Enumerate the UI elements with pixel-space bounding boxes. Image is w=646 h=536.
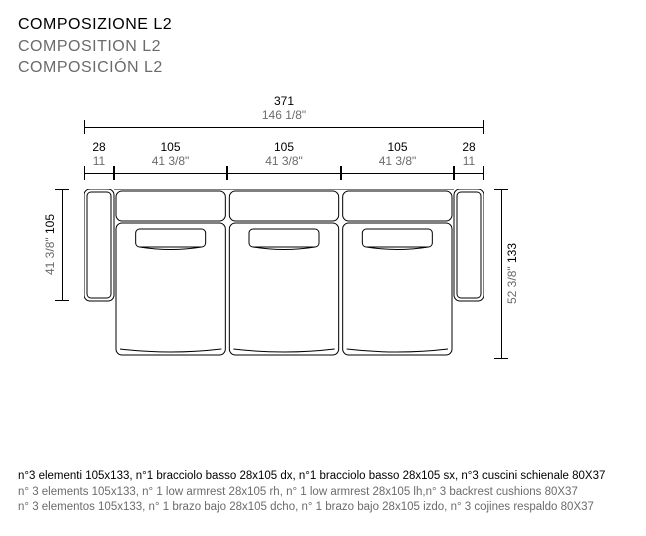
dim-line [227, 168, 341, 178]
dim-line [341, 168, 454, 178]
dim-line [114, 168, 227, 178]
dim-line [84, 122, 484, 132]
dim-seg-cm: 105 [160, 141, 180, 155]
dim-line [454, 168, 484, 178]
dim-segment: 2811 [454, 141, 484, 179]
diagram: 371 146 1/8" 281110541 3/8"10541 3/8"105… [48, 95, 608, 395]
dim-seg-in: 41 3/8" [265, 155, 303, 169]
dim-segment: 2811 [84, 141, 114, 179]
dim-seg-cm: 105 [274, 141, 294, 155]
title-it: COMPOSIZIONE L2 [18, 14, 628, 36]
dim-segment: 10541 3/8" [227, 141, 341, 179]
desc-it: n°3 elementi 105x133, n°1 bracciolo bass… [18, 469, 618, 485]
dim-seg-in: 41 3/8" [152, 155, 190, 169]
dim-seg-cm: 105 [387, 141, 407, 155]
dim-left-in: 41 3/8" [43, 238, 57, 276]
dim-overall-in: 146 1/8" [84, 109, 484, 123]
dim-right-height: 52 3/8" 133 [496, 189, 519, 359]
dim-segment: 10541 3/8" [114, 141, 227, 179]
dim-seg-cm: 28 [462, 141, 475, 155]
dim-seg-cm: 28 [92, 141, 105, 155]
dim-segments: 281110541 3/8"10541 3/8"10541 3/8"2811 [84, 141, 484, 179]
title-es: COMPOSICIÓN L2 [18, 57, 628, 79]
description-block: n°3 elementi 105x133, n°1 bracciolo bass… [18, 469, 618, 516]
dim-seg-in: 11 [463, 155, 475, 169]
dim-seg-in: 11 [93, 155, 105, 169]
dim-overall-cm: 371 [84, 95, 484, 109]
dim-line [57, 189, 67, 301]
dim-left-cm: 105 [43, 214, 57, 234]
sofa-plan [84, 189, 484, 359]
desc-es: n° 3 elementos 105x133, n° 1 brazo bajo … [18, 500, 618, 516]
title-en: COMPOSITION L2 [18, 36, 628, 58]
title-block: COMPOSIZIONE L2 COMPOSITION L2 COMPOSICI… [18, 14, 628, 79]
desc-en: n° 3 elements 105x133, n° 1 low armrest … [18, 485, 618, 501]
dim-left-height: 41 3/8" 105 [44, 189, 67, 301]
dim-line [84, 168, 114, 178]
dim-overall-width: 371 146 1/8" [84, 95, 484, 133]
dim-segment: 10541 3/8" [341, 141, 454, 179]
dim-right-in: 52 3/8" [505, 267, 519, 305]
dim-seg-in: 41 3/8" [379, 155, 417, 169]
sofa-svg [84, 189, 484, 359]
dim-right-cm: 133 [505, 243, 519, 263]
